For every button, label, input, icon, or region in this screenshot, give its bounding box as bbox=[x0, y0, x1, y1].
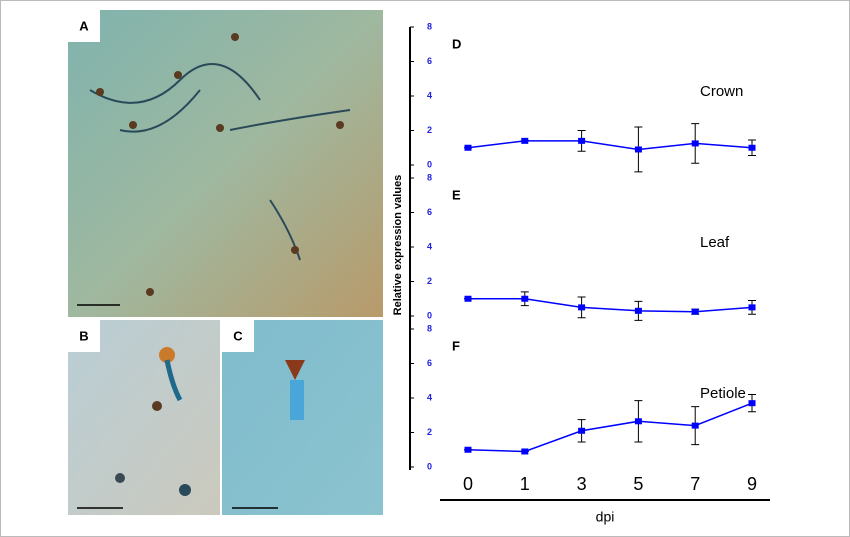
panel-label: C bbox=[233, 328, 243, 343]
x-tick-label: 9 bbox=[747, 474, 757, 494]
y-tick-label: 6 bbox=[427, 358, 432, 368]
y-tick-label: 2 bbox=[427, 276, 432, 286]
panel-label-box bbox=[68, 10, 100, 42]
point bbox=[748, 400, 756, 407]
annotation: Leaf bbox=[700, 234, 730, 251]
panel-label: A bbox=[79, 18, 89, 33]
y-tick-label: 0 bbox=[427, 159, 432, 169]
x-axis-label: dpi bbox=[596, 509, 615, 525]
y-tick-label: 8 bbox=[427, 21, 432, 31]
point bbox=[748, 144, 756, 151]
point bbox=[464, 295, 472, 302]
point bbox=[464, 144, 472, 151]
annotation: Crown bbox=[700, 83, 743, 100]
panel-label-box bbox=[68, 320, 100, 352]
panel-label: B bbox=[79, 328, 88, 343]
point bbox=[634, 307, 642, 314]
y-tick-label: 0 bbox=[427, 310, 432, 320]
series-line bbox=[468, 298, 753, 313]
y-axis-label: Relative expression values bbox=[392, 175, 404, 316]
y-tick-label: 4 bbox=[427, 241, 432, 251]
x-tick-label: 0 bbox=[463, 474, 473, 494]
y-tick-label: 8 bbox=[427, 172, 432, 182]
point bbox=[691, 422, 699, 429]
image-a bbox=[68, 10, 383, 317]
y-tick-label: 4 bbox=[427, 90, 432, 100]
point bbox=[748, 304, 756, 311]
point bbox=[521, 137, 529, 144]
series-line bbox=[467, 140, 753, 151]
point bbox=[578, 304, 586, 311]
point bbox=[464, 446, 472, 453]
point bbox=[691, 308, 699, 315]
y-tick-label: 2 bbox=[427, 125, 432, 135]
x-tick-label: 3 bbox=[577, 474, 587, 494]
image-b bbox=[68, 320, 220, 515]
panel-label: D bbox=[452, 36, 461, 51]
point bbox=[634, 146, 642, 153]
panel-label: F bbox=[452, 338, 460, 353]
y-tick-label: 2 bbox=[427, 427, 432, 437]
point bbox=[634, 418, 642, 425]
image-c bbox=[222, 320, 383, 515]
y-tick-label: 4 bbox=[427, 392, 432, 402]
panel-label-box bbox=[222, 320, 254, 352]
point bbox=[578, 137, 586, 144]
y-tick-label: 6 bbox=[427, 56, 432, 66]
x-tick-label: 1 bbox=[520, 474, 530, 494]
panel-label: E bbox=[452, 187, 461, 202]
point bbox=[521, 295, 529, 302]
annotation: Petiole bbox=[700, 385, 746, 402]
point bbox=[691, 140, 699, 147]
y-tick-label: 8 bbox=[427, 323, 432, 333]
y-tick-label: 0 bbox=[427, 461, 432, 471]
point bbox=[578, 427, 586, 434]
series-line bbox=[467, 402, 753, 453]
point bbox=[521, 448, 529, 455]
x-tick-label: 5 bbox=[633, 474, 643, 494]
y-tick-label: 6 bbox=[427, 207, 432, 217]
x-tick-label: 7 bbox=[690, 474, 700, 494]
